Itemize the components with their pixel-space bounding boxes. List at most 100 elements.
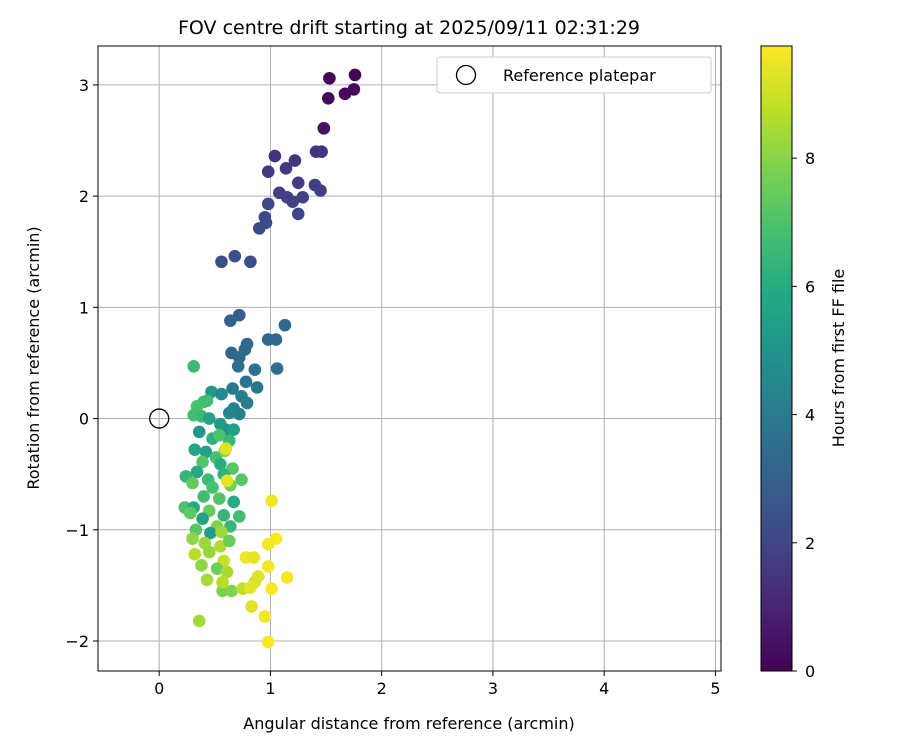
data-point bbox=[227, 495, 241, 509]
data-point bbox=[291, 207, 305, 221]
data-points bbox=[178, 68, 362, 649]
data-point bbox=[315, 145, 328, 158]
data-point bbox=[261, 537, 275, 551]
data-point bbox=[261, 165, 275, 178]
colorbar-gradient bbox=[760, 45, 793, 672]
data-point bbox=[231, 359, 245, 373]
y-tick-label: 0 bbox=[79, 410, 89, 429]
data-point bbox=[188, 443, 202, 456]
data-point bbox=[222, 534, 236, 548]
data-point bbox=[244, 581, 257, 594]
data-point bbox=[222, 406, 236, 420]
data-point bbox=[220, 474, 234, 488]
colorbar-label: Hours from first FF file bbox=[829, 269, 848, 448]
data-point bbox=[190, 465, 204, 479]
y-tick-label: 3 bbox=[79, 76, 89, 95]
data-point bbox=[214, 457, 227, 471]
x-tick-label: 1 bbox=[265, 679, 275, 698]
data-point bbox=[247, 551, 261, 564]
data-point bbox=[323, 71, 336, 85]
x-axis-label: Angular distance from reference (arcmin) bbox=[243, 714, 574, 733]
data-point bbox=[245, 600, 258, 613]
data-point bbox=[270, 362, 284, 375]
data-point bbox=[219, 442, 233, 455]
data-point bbox=[239, 375, 253, 389]
data-point bbox=[286, 195, 299, 208]
data-point bbox=[226, 382, 239, 395]
data-point bbox=[202, 412, 216, 425]
x-tick-label: 0 bbox=[154, 679, 164, 698]
data-point bbox=[187, 359, 200, 373]
y-tick-label: −2 bbox=[65, 632, 89, 651]
data-point bbox=[197, 490, 210, 503]
x-tick-label: 5 bbox=[710, 679, 720, 698]
data-point bbox=[202, 545, 216, 559]
data-point bbox=[216, 575, 229, 589]
data-point bbox=[227, 423, 241, 436]
y-axis-label: Rotation from reference (arcmin) bbox=[24, 226, 43, 489]
data-point bbox=[210, 562, 224, 575]
x-axis-ticks: 0 1 2 3 4 5 bbox=[154, 671, 721, 698]
data-point bbox=[196, 455, 209, 469]
data-point bbox=[291, 176, 305, 190]
data-point bbox=[317, 121, 331, 135]
data-point bbox=[228, 249, 242, 263]
data-point bbox=[196, 512, 209, 525]
grid bbox=[98, 46, 721, 671]
data-point bbox=[321, 91, 335, 105]
data-point bbox=[192, 614, 206, 628]
y-tick-label: 2 bbox=[79, 187, 89, 206]
data-point bbox=[265, 494, 278, 508]
data-point bbox=[279, 162, 293, 175]
colorbar-tick-label: 4 bbox=[805, 406, 815, 425]
colorbar-tick-label: 6 bbox=[805, 277, 815, 296]
data-point bbox=[232, 510, 246, 523]
reference-marker bbox=[149, 408, 170, 429]
colorbar-ticks: 0 2 4 6 8 bbox=[792, 149, 815, 681]
data-point bbox=[186, 532, 199, 545]
data-point bbox=[253, 222, 266, 235]
data-point bbox=[212, 492, 226, 505]
data-point bbox=[265, 582, 278, 596]
legend-marker-open-circle bbox=[455, 64, 477, 86]
data-point bbox=[195, 559, 208, 572]
data-point bbox=[348, 68, 362, 82]
data-point bbox=[200, 394, 214, 408]
data-point bbox=[224, 314, 237, 327]
colorbar: 0 2 4 6 8 Hours from first FF file bbox=[760, 45, 848, 681]
data-point bbox=[240, 396, 254, 410]
data-point bbox=[261, 197, 275, 211]
data-point bbox=[269, 333, 283, 346]
data-point bbox=[204, 526, 217, 540]
data-point bbox=[215, 387, 228, 401]
data-point bbox=[296, 190, 310, 204]
data-point bbox=[217, 509, 231, 522]
data-point bbox=[232, 407, 246, 421]
colorbar-tick-label: 2 bbox=[805, 534, 815, 553]
data-point bbox=[212, 428, 226, 442]
data-point bbox=[314, 184, 327, 197]
data-point bbox=[215, 525, 228, 539]
reference-platepar-marker bbox=[149, 408, 170, 429]
data-point bbox=[199, 445, 213, 459]
x-tick-label: 2 bbox=[377, 679, 387, 698]
x-tick-label: 4 bbox=[599, 679, 609, 698]
legend-entry-reference-platepar: Reference platepar bbox=[503, 66, 656, 85]
data-point bbox=[235, 473, 248, 487]
data-point bbox=[206, 481, 219, 494]
plot-area-frame bbox=[97, 45, 722, 672]
y-tick-label: −1 bbox=[65, 521, 89, 540]
y-axis-ticks: −2 −1 0 1 2 3 bbox=[65, 76, 98, 651]
data-point bbox=[184, 506, 197, 520]
y-tick-label: 1 bbox=[79, 298, 89, 317]
colorbar-tick-label: 8 bbox=[805, 149, 815, 168]
data-point bbox=[214, 417, 227, 431]
chart-title: FOV centre drift starting at 2025/09/11 … bbox=[178, 17, 640, 39]
data-point bbox=[244, 255, 257, 269]
data-point bbox=[188, 547, 202, 561]
data-point bbox=[216, 584, 229, 598]
data-point bbox=[250, 381, 264, 394]
data-point bbox=[220, 565, 234, 579]
legend-box bbox=[436, 56, 712, 94]
data-point bbox=[192, 425, 206, 439]
